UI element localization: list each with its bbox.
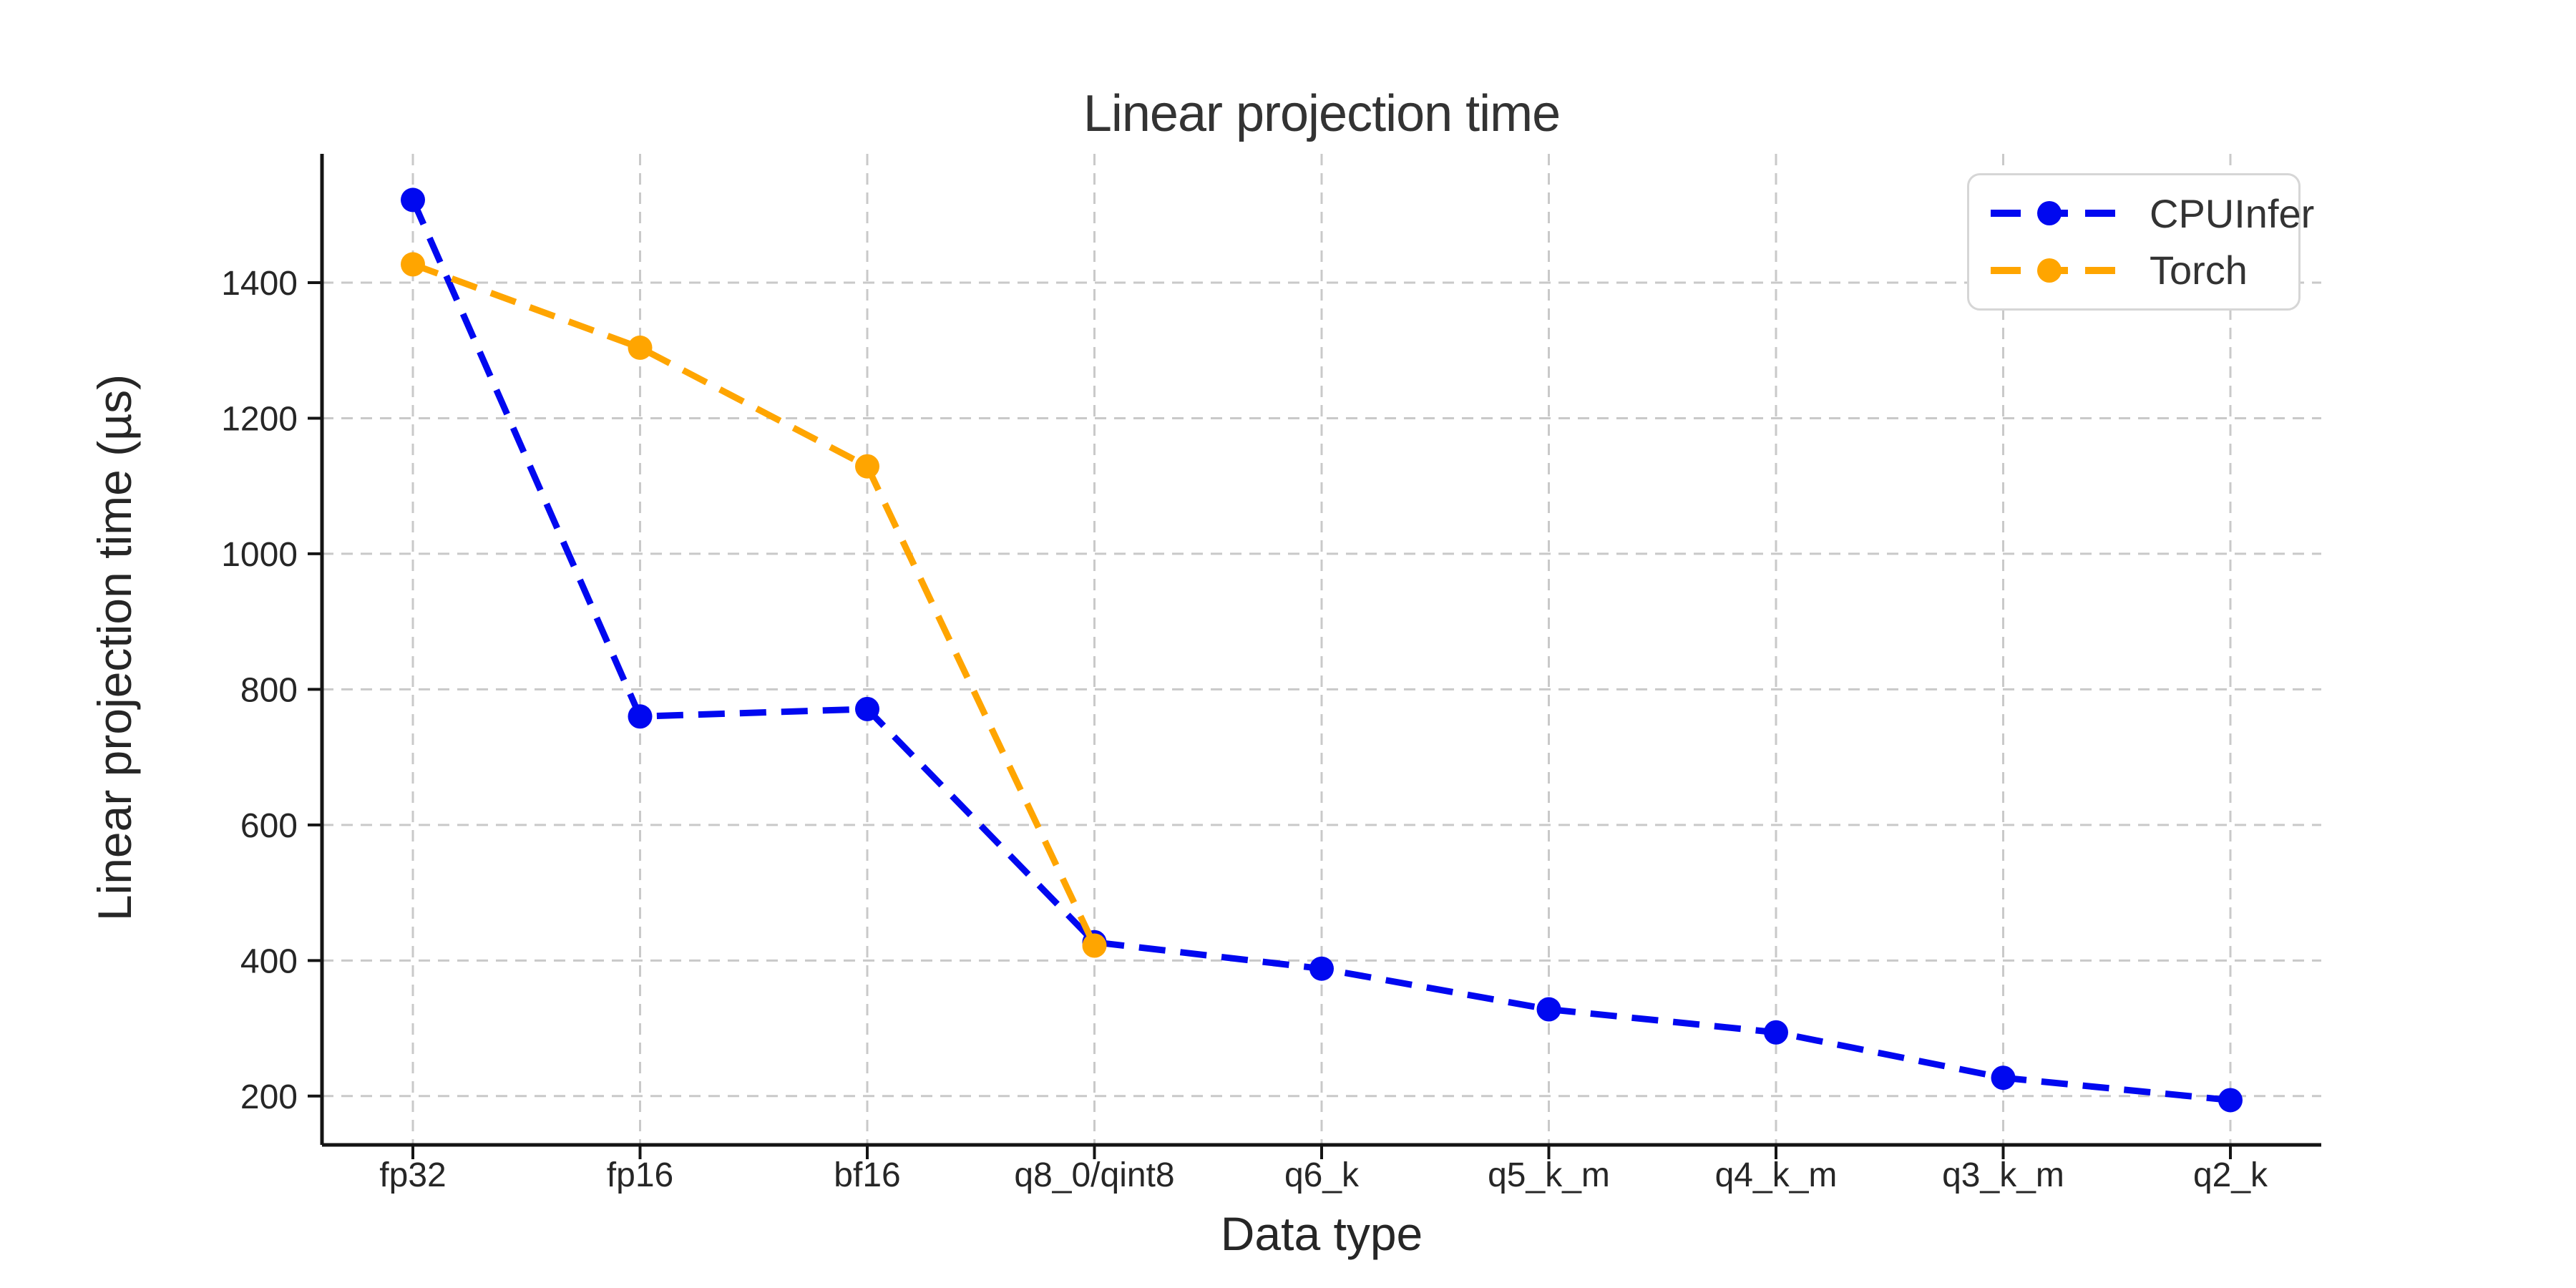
- tick-labels: 200 400 600 800 1000 1200 1400 fp32 fp16 bf16 q8_0…: [221, 265, 2268, 1194]
- y-tick-label: 1200: [221, 400, 298, 438]
- x-tick-label: q3_k_m: [1942, 1156, 2064, 1194]
- series-line-Torch: [411, 261, 1098, 947]
- axes: [308, 154, 2321, 1159]
- marker-Torch-fp32: [401, 252, 425, 277]
- marker-CPUInfer-bf16: [855, 696, 879, 721]
- marker-CPUInfer-q3_k_m: [1991, 1065, 2016, 1091]
- grid: [322, 154, 2321, 1145]
- y-tick-label: 200: [240, 1078, 298, 1116]
- legend-entry-cpuinfer: CPUInfer: [1986, 190, 2314, 237]
- y-axis-label: Linear projection time (µs): [88, 374, 141, 922]
- legend-line-sample-icon: [1991, 201, 2125, 226]
- marker-CPUInfer-fp16: [628, 704, 653, 729]
- x-tick-label: q4_k_m: [1715, 1156, 1838, 1194]
- y-tick-label: 1000: [221, 536, 298, 574]
- marker-Torch-fp16: [628, 335, 653, 360]
- x-tick-label: q5_k_m: [1488, 1156, 1610, 1194]
- series-CPUInfer: [401, 187, 2243, 1113]
- marker-CPUInfer-q6_k: [1309, 956, 1334, 981]
- x-tick-label: q2_k: [2193, 1156, 2268, 1194]
- marker-CPUInfer-q5_k_m: [1536, 997, 1561, 1022]
- marker-Torch-bf16: [855, 454, 879, 479]
- x-tick-label: q6_k: [1284, 1156, 1360, 1194]
- y-tick-label: 800: [240, 671, 298, 709]
- legend-line-sample-icon: [1991, 258, 2125, 283]
- y-tick-label: 400: [240, 942, 298, 980]
- legend-label: CPUInfer: [2150, 190, 2315, 236]
- x-tick-label: q8_0/qint8: [1014, 1156, 1174, 1194]
- x-axis-label: Data type: [1220, 1207, 1423, 1260]
- series-Torch: [401, 252, 1107, 958]
- legend-entry-torch: Torch: [1986, 247, 2281, 293]
- marker-CPUInfer-q4_k_m: [1764, 1020, 1788, 1045]
- legend: CPUInfer Torch: [1967, 173, 2314, 311]
- x-tick-label: bf16: [834, 1156, 900, 1194]
- chart-title: Linear projection time: [1083, 85, 1561, 142]
- y-tick-label: 600: [240, 807, 298, 845]
- x-tick-label: fp32: [379, 1156, 446, 1194]
- marker-Torch-q8_0/qint8: [1082, 933, 1107, 958]
- y-tick-label: 1400: [221, 265, 298, 303]
- marker-CPUInfer-q2_k: [2218, 1088, 2243, 1113]
- marker-CPUInfer-fp32: [401, 187, 425, 213]
- legend-label: Torch: [2150, 248, 2248, 293]
- x-tick-label: fp16: [607, 1156, 673, 1194]
